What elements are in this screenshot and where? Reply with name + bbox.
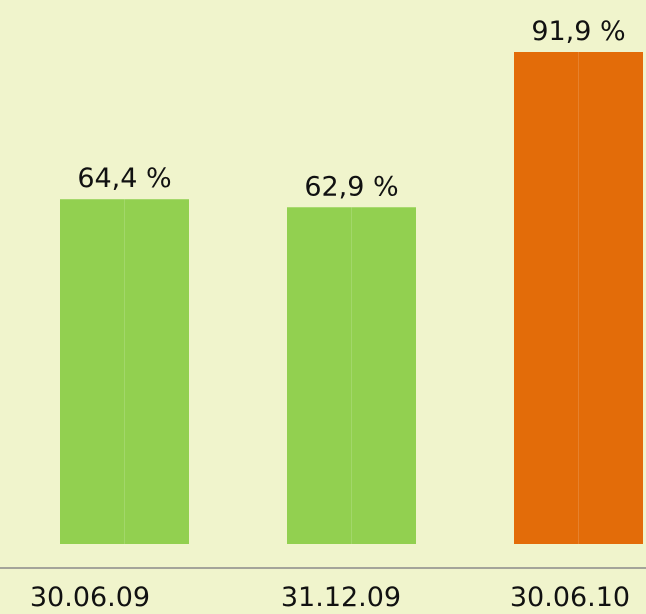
bar	[514, 52, 643, 544]
x-tick-label: 30.06.09	[30, 582, 150, 613]
value-label: 64,4 %	[77, 163, 171, 194]
bar	[60, 199, 189, 544]
x-tick-label: 31.12.09	[281, 582, 401, 613]
x-tick-label: 30.06.10	[510, 582, 630, 613]
value-label: 62,9 %	[304, 171, 398, 202]
value-label: 91,9 %	[531, 16, 625, 47]
bar	[287, 207, 416, 544]
